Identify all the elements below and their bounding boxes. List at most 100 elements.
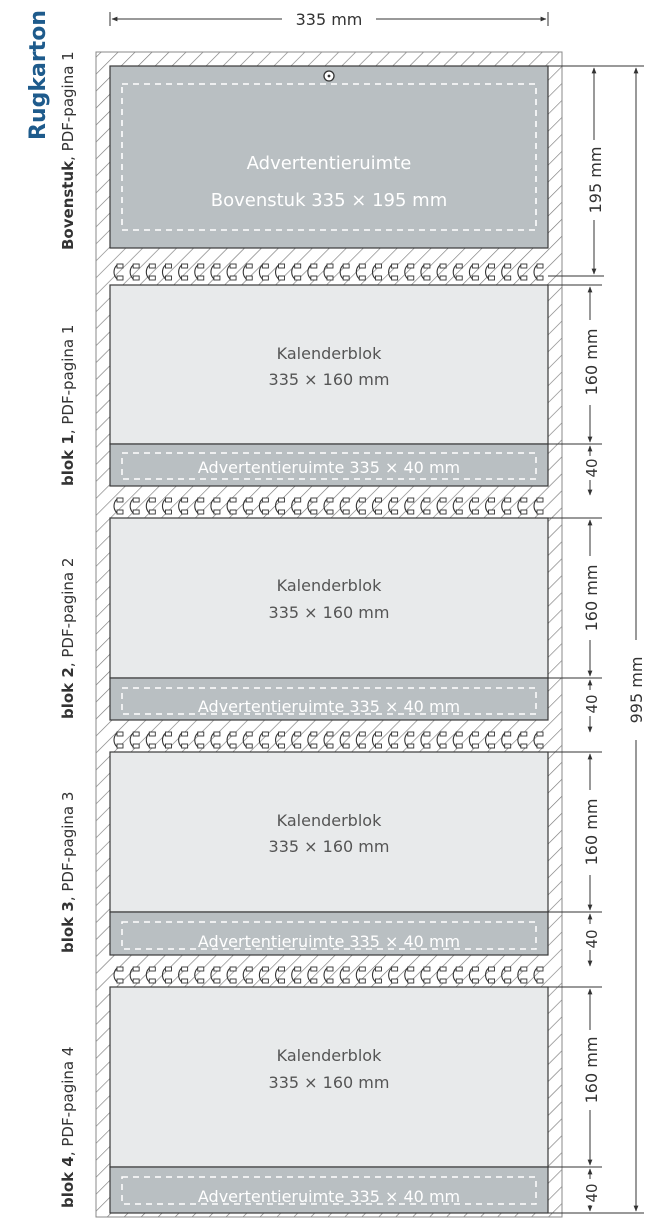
binding-hole [213,966,221,972]
binding-loop [468,732,473,748]
binding-hole [213,743,221,749]
binding-loop [210,732,215,748]
binding-loop [468,967,473,983]
binding-hole [294,509,302,515]
binding-hole [310,743,318,749]
binding-hole [310,275,318,281]
binding-loop [501,498,506,514]
binding-hole [439,731,447,737]
binding-loop [388,732,393,748]
binding-hole [488,275,495,281]
binding-hole [358,497,366,503]
binding-hole [165,497,172,503]
binding-hole [391,275,399,281]
binding-loop [388,967,393,983]
block-ad-area [109,911,549,956]
binding-hole [116,743,124,749]
binding-hole [261,731,269,737]
binding-hole [439,497,447,503]
binding-loop [339,967,344,983]
binding-loop [258,498,263,514]
block-ad-label: Advertentieruimte 335 × 40 mm [198,932,460,951]
binding-loop [371,732,376,748]
binding-hole [455,731,463,737]
binding-hole [165,978,172,984]
binding-hole [116,275,124,281]
calendar-area [109,517,549,679]
binding-loop [339,498,344,514]
binding-hole [116,509,124,515]
binding-loop [436,264,441,280]
binding-hole [197,731,205,737]
binding-loop [404,732,409,748]
binding-loop [226,264,231,280]
binding-hole [261,509,269,515]
binding-loop [517,264,522,280]
calendar-block-2: Kalenderblok 335 × 160 mm Advertentierui… [59,517,602,733]
binding-loop [307,264,312,280]
binding-hole [294,497,302,503]
binding-loop [484,732,489,748]
binding-loop [242,264,247,280]
header-panel [109,65,549,249]
wire-o-bindings [113,263,544,984]
header-ad-title: Advertentieruimte [247,153,412,174]
binding-hole [520,497,528,503]
binding-hole [536,966,544,972]
binding-loop [517,967,522,983]
binding-hole [213,978,221,984]
binding-hole [132,966,140,972]
binding-loop [178,967,183,983]
binding-hole [197,275,205,281]
binding-hole [197,743,205,749]
binding-loop [517,732,522,748]
binding-hole [278,263,285,269]
header-side-label-bold: Bovenstuk [59,160,77,250]
binding-hole [261,263,269,269]
block-side-label-bold: blok 4 [59,1156,77,1208]
binding-loop [258,264,263,280]
binding-hole [488,509,495,515]
binding-loop [274,732,279,748]
binding-hole [116,497,124,503]
binding-loop [242,967,247,983]
binding-hole [278,731,285,737]
binding-hole [148,263,156,269]
binding-hole [536,275,544,281]
binding-hole [358,743,366,749]
binding-hole [423,509,431,515]
header-ad-size: Bovenstuk 335 × 195 mm [211,190,448,211]
header-side-label: Bovenstuk, PDF-pagina 1 [59,51,77,250]
binding-loop [210,967,215,983]
binding-hole [536,263,544,269]
binding-hole [197,263,205,269]
width-label: 335 mm [296,10,363,29]
binding-loop [258,732,263,748]
binding-loop [194,732,199,748]
binding-hole [229,275,237,281]
binding-hole [504,978,512,984]
binding-hole [278,978,285,984]
binding-loop [291,264,296,280]
calendar-title: Kalenderblok [277,811,382,830]
binding-loop [533,498,538,514]
binding-hole [245,275,253,281]
block-side-label-bold: blok 1 [59,434,77,486]
binding-loop [323,732,328,748]
binding-hole [181,263,189,269]
calendar-size: 335 × 160 mm [269,603,390,622]
binding-hole [391,978,399,984]
hanger-hole-center [327,74,331,78]
binding-loop [339,732,344,748]
binding-hole [423,275,431,281]
binding-hole [294,731,302,737]
binding-hole [520,978,528,984]
binding-hole [391,497,399,503]
binding-hole [375,743,382,749]
binding-hole [391,263,399,269]
binding-loop [452,967,457,983]
binding-hole [148,978,156,984]
binding-hole [197,978,205,984]
binding-loop [484,498,489,514]
